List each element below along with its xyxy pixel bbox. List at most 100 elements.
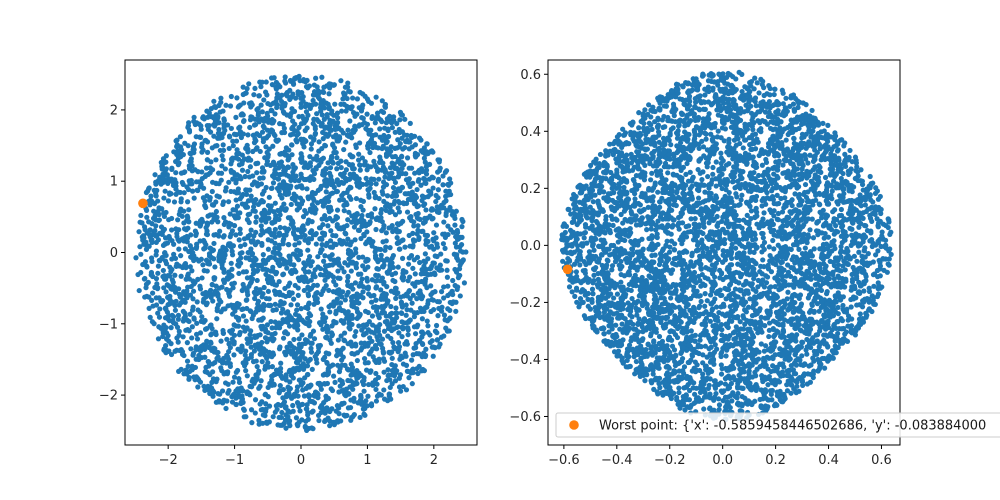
data-point [756,90,762,96]
data-point [304,372,311,378]
data-point [369,115,375,122]
data-point [300,214,307,220]
data-point [274,104,280,111]
data-point [389,125,395,131]
data-point [448,227,454,233]
data-point [221,397,227,403]
data-point [255,341,261,347]
data-point [429,243,435,249]
data-point [295,346,301,352]
data-point [391,190,397,196]
data-point [338,127,344,133]
data-point [175,148,181,154]
data-point [195,384,201,390]
data-point [357,162,363,168]
data-point [185,186,192,193]
data-point [326,126,333,133]
data-point [365,284,371,290]
data-point [361,162,367,168]
data-point [443,188,449,194]
data-point [246,219,252,226]
y-tick-label: 1 [110,175,118,190]
data-point [187,243,193,249]
data-point [153,233,159,239]
data-point [348,361,354,367]
data-point [385,333,391,339]
data-point [310,92,317,98]
data-point [382,174,388,180]
data-point [394,368,400,374]
data-point [324,407,330,413]
data-point [377,321,383,328]
data-point [252,410,258,416]
data-point [394,240,400,246]
data-point [351,224,358,230]
data-point [172,272,178,278]
data-point [237,243,244,249]
data-point [324,359,330,366]
data-point [365,179,371,185]
data-point [342,362,348,368]
data-point [227,344,233,351]
data-point [434,204,440,210]
data-point [278,360,284,366]
data-point [272,282,278,288]
data-point [242,173,248,180]
data-point [250,208,256,214]
data-point [189,335,195,341]
data-point [230,176,236,182]
data-point [333,149,339,156]
data-point [161,213,168,220]
data-point [288,315,294,321]
data-point [403,302,409,308]
data-point [409,381,415,387]
data-point [150,290,156,296]
data-point [250,312,256,318]
data-point [159,206,165,212]
data-point [272,200,278,206]
data-point [256,417,262,423]
data-point [283,145,289,151]
data-point [203,165,210,171]
data-point [368,100,375,106]
data-point [361,388,367,394]
data-point [230,143,236,149]
data-point [312,126,318,132]
data-point [405,177,411,184]
data-point [155,310,161,316]
data-point [190,250,196,256]
data-point [270,414,276,420]
data-point [355,271,362,277]
data-point [244,373,250,379]
data-point [358,395,364,401]
data-point [273,212,279,219]
data-point [285,215,292,221]
data-point [440,182,446,188]
data-point [258,84,264,90]
data-point [225,199,232,205]
data-point [349,162,356,168]
data-point [271,175,278,181]
data-point [380,264,386,270]
data-point [155,263,161,269]
data-point [251,92,257,98]
data-point [441,312,448,318]
data-point [304,363,311,369]
data-point [185,284,191,290]
data-point [228,188,234,195]
data-point [243,269,249,275]
data-point [155,270,161,276]
data-point [289,142,295,148]
data-point [404,209,411,215]
data-point [330,141,336,147]
data-point [349,135,355,141]
data-point [340,318,347,324]
data-point [382,247,388,253]
data-point [426,176,433,182]
data-point [143,189,150,196]
data-point [415,370,421,377]
data-point [389,120,395,126]
data-point [414,186,420,193]
data-point [162,188,168,194]
data-point [382,103,388,109]
